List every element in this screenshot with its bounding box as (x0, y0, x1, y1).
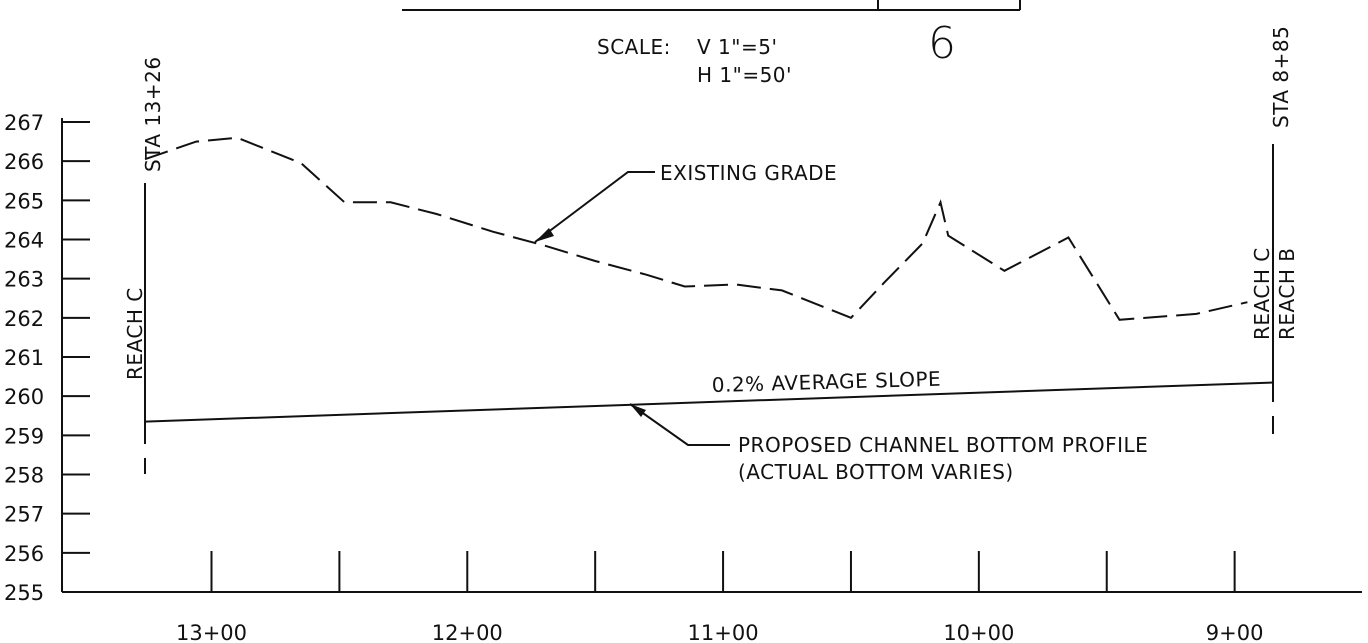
existing-grade-line (144, 136, 1248, 321)
y-tick-label: 260 (4, 385, 44, 409)
reach-right-lower-label: REACH B (1275, 248, 1299, 340)
y-tick-label: 255 (4, 581, 44, 605)
proposed-profile-leader (629, 403, 730, 446)
title-block: SCALE: V 1"=5' H 1"=50' 6 (402, 0, 1021, 87)
y-tick-label: 258 (4, 464, 44, 488)
y-tick-label: 259 (4, 424, 44, 448)
existing-grade-arrowhead (535, 228, 554, 242)
reach-left-label: REACH C (123, 287, 147, 380)
reach-right-upper-label: REACH C (1250, 247, 1274, 340)
y-tick-label: 262 (4, 307, 44, 331)
proposed-profile-label: PROPOSED CHANNEL BOTTOM PROFILE (738, 433, 1148, 457)
y-tick-label: 265 (4, 189, 44, 213)
y-tick-label: 264 (4, 229, 44, 253)
existing-grade-label: EXISTING GRADE (660, 161, 837, 185)
x-tick-label: 10+00 (943, 621, 1014, 643)
y-tick-label: 263 (4, 268, 44, 292)
station-markers: STA 13+26 STA 8+85 REACH C REACH C REACH… (123, 26, 1299, 474)
y-tick-label: 261 (4, 346, 44, 370)
x-tick-label: 12+00 (432, 621, 503, 643)
scale-horizontal: H 1"=50' (697, 63, 792, 87)
x-axis-ticks: 13+00 12+00 11+00 10+00 9+00 (176, 551, 1263, 643)
x-tick-label: 13+00 (176, 621, 247, 643)
station-left-label: STA 13+26 (141, 56, 165, 172)
scale-label: SCALE: (597, 35, 671, 59)
x-tick-label: 11+00 (688, 621, 759, 643)
sheet-number: 6 (928, 18, 956, 69)
y-tick-label: 257 (4, 503, 44, 527)
y-axis-ticks: 255 256 257 258 259 260 261 262 263 264 265 266 267 (4, 111, 90, 605)
existing-grade-leader (534, 171, 655, 243)
proposed-profile-arrowhead (630, 404, 646, 417)
profile-series (144, 136, 1274, 423)
x-tick-label: 9+00 (1206, 621, 1264, 643)
proposed-profile-note: (ACTUAL BOTTOM VARIES) (738, 460, 1014, 484)
annotations: EXISTING GRADE 0.2% AVERAGE SLOPE PROPOS… (534, 161, 1148, 484)
y-tick-label: 267 (4, 111, 44, 135)
y-tick-label: 266 (4, 150, 44, 174)
scale-vertical: V 1"=5' (697, 35, 777, 59)
y-tick-label: 256 (4, 542, 44, 566)
proposed-bottom-line (144, 381, 1274, 423)
station-right-label: STA 8+85 (1269, 26, 1293, 128)
slope-label: 0.2% AVERAGE SLOPE (711, 367, 941, 397)
